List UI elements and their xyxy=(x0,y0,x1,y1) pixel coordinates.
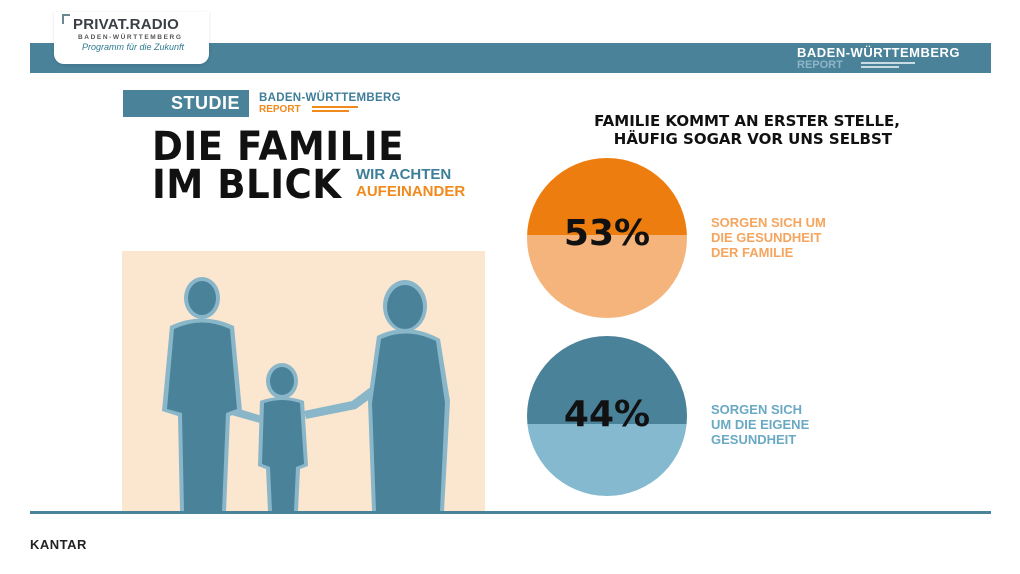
stat-circle-family: 53% xyxy=(527,158,687,318)
headline-line-1: DIE FAMILIE xyxy=(152,124,404,170)
bottom-divider xyxy=(30,511,991,514)
stat-circle-top xyxy=(527,158,687,235)
stat-description-line: GESUNDHEIT xyxy=(711,432,797,447)
stat-value: 53% xyxy=(563,213,651,254)
question-heading: FAMILIE KOMMT AN ERSTER STELLE, HÄUFIG S… xyxy=(520,112,900,148)
stat-circle-bottom xyxy=(527,235,687,318)
question-line-2: HÄUFIG SOGAR VOR UNS SELBST xyxy=(613,130,892,148)
family-silhouette-illustration xyxy=(162,277,450,511)
studie-label: STUDIE xyxy=(123,90,249,117)
stat-description-family: SORGEN SICH UM DIE GESUNDHEIT DER FAMILI… xyxy=(711,215,826,260)
stat-circle-self: 44% xyxy=(527,336,687,496)
stat-description-line: UM DIE EIGENE xyxy=(711,417,810,432)
logo-subtitle: BADEN-WÜRTTEMBERG xyxy=(78,34,183,41)
logo-tagline: Programm für die Zukunft xyxy=(82,42,185,52)
headline-line-2: IM BLICK xyxy=(152,162,342,208)
stat-circle-bottom xyxy=(527,424,687,496)
stat-description-line: SORGEN SICH xyxy=(711,402,803,417)
logo-corner-mark xyxy=(62,14,70,24)
subline-1: WIR ACHTEN xyxy=(356,166,452,183)
study-report-sub: REPORT xyxy=(259,104,301,115)
stat-description-line: SORGEN SICH UM xyxy=(711,215,826,230)
stat-description-self: SORGEN SICH UM DIE EIGENE GESUNDHEIT xyxy=(711,402,809,447)
stat-description-line: DIE GESUNDHEIT xyxy=(711,230,822,245)
stat-value: 44% xyxy=(563,394,651,435)
question-line-1: FAMILIE KOMMT AN ERSTER STELLE, xyxy=(594,112,900,130)
kantar-logo: KANTAR xyxy=(30,537,87,552)
subline-2: AUFEINANDER xyxy=(356,183,466,200)
study-report-title: BADEN-WÜRTTEMBERG xyxy=(259,92,401,104)
header-badge-title: BADEN-WÜRTTEMBERG xyxy=(797,45,961,60)
logo-title: PRIVAT.RADIO xyxy=(73,16,180,33)
header-badge-report: REPORT xyxy=(797,59,843,71)
family-silhouette-image xyxy=(122,251,485,511)
study-report-lines xyxy=(312,106,358,114)
stat-circle-top xyxy=(527,336,687,424)
header-badge-lines xyxy=(861,62,915,69)
privat-radio-logo xyxy=(54,12,209,64)
stat-description-line: DER FAMILIE xyxy=(711,245,794,260)
